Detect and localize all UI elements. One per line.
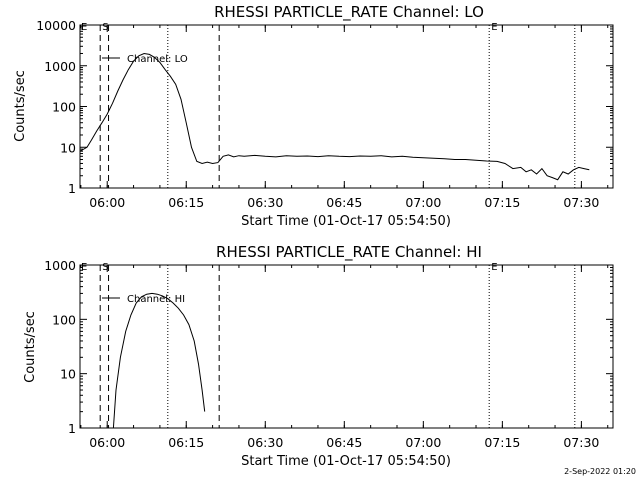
event-marker-label: E bbox=[491, 262, 497, 273]
y-tick-label: 100 bbox=[52, 100, 76, 115]
event-marker-label: S bbox=[102, 22, 108, 33]
y-tick-label: 1 bbox=[68, 421, 76, 436]
edge-marker-label: E bbox=[81, 22, 87, 33]
y-tick-label: 100 bbox=[52, 312, 76, 327]
x-tick-label: 06:45 bbox=[326, 435, 362, 450]
x-tick-label: 07:00 bbox=[405, 195, 441, 210]
y-ticks-lo: 1 10 100 1000 10000 bbox=[36, 18, 613, 196]
plot-frame-lo bbox=[79, 24, 614, 189]
x-tick-label: 07:15 bbox=[484, 435, 520, 450]
x-tick-label: 06:45 bbox=[326, 195, 362, 210]
y-tick-label: 1000 bbox=[44, 258, 76, 273]
x-tick-label: 06:00 bbox=[89, 435, 125, 450]
panel-lo: RHESSI PARTICLE_RATE Channel: LO Counts/… bbox=[13, 3, 614, 229]
legend-hi: Channel: HI bbox=[102, 294, 185, 305]
footer-timestamp: 2-Sep-2022 01:20 bbox=[564, 467, 636, 476]
y-tick-label: 10 bbox=[60, 140, 76, 155]
event-marker-label: S bbox=[102, 262, 108, 273]
y-axis-label-lo: Counts/sec bbox=[13, 70, 28, 142]
event-marker-label: E bbox=[491, 22, 497, 33]
x-tick-label: 06:30 bbox=[247, 195, 283, 210]
chart-title-hi: RHESSI PARTICLE_RATE Channel: HI bbox=[216, 243, 482, 262]
x-ticks-hi: 06:00 06:15 06:30 06:45 07:00 07:15 07:30 bbox=[80, 265, 609, 450]
series-line-hi bbox=[112, 292, 206, 429]
x-axis-label-hi: Start Time (01-Oct-17 05:54:50) bbox=[241, 454, 451, 469]
x-tick-label: 06:15 bbox=[168, 195, 204, 210]
y-tick-label: 10 bbox=[60, 367, 76, 382]
y-axis-label-hi: Counts/sec bbox=[23, 311, 38, 383]
x-tick-label: 07:00 bbox=[405, 435, 441, 450]
x-tick-label: 07:30 bbox=[563, 195, 599, 210]
edge-marker-label: E bbox=[81, 262, 87, 273]
y-ticks-hi: 1 10 100 1000 bbox=[44, 258, 613, 436]
x-axis-label-lo: Start Time (01-Oct-17 05:54:50) bbox=[241, 214, 451, 229]
x-ticks-lo: 06:00 06:15 06:30 06:45 07:00 07:15 07:30 bbox=[80, 25, 609, 210]
x-tick-label: 06:15 bbox=[168, 435, 204, 450]
x-tick-label: 06:30 bbox=[247, 435, 283, 450]
event-markers-hi: S EE bbox=[81, 262, 576, 428]
x-tick-label: 06:00 bbox=[89, 195, 125, 210]
chart-title-lo: RHESSI PARTICLE_RATE Channel: LO bbox=[214, 3, 484, 22]
legend-label-hi: Channel: HI bbox=[127, 294, 185, 305]
series-line-lo bbox=[79, 52, 590, 181]
y-tick-label: 1 bbox=[68, 181, 76, 196]
y-tick-label: 10000 bbox=[36, 18, 76, 33]
panel-hi: RHESSI PARTICLE_RATE Channel: HI Counts/… bbox=[23, 243, 614, 469]
legend-lo: Channel: LO bbox=[102, 54, 188, 65]
x-tick-label: 07:15 bbox=[484, 195, 520, 210]
plot-frame-hi bbox=[79, 264, 614, 429]
y-tick-label: 1000 bbox=[44, 59, 76, 74]
event-markers-lo: S EE bbox=[81, 22, 576, 188]
x-tick-label: 07:30 bbox=[563, 435, 599, 450]
